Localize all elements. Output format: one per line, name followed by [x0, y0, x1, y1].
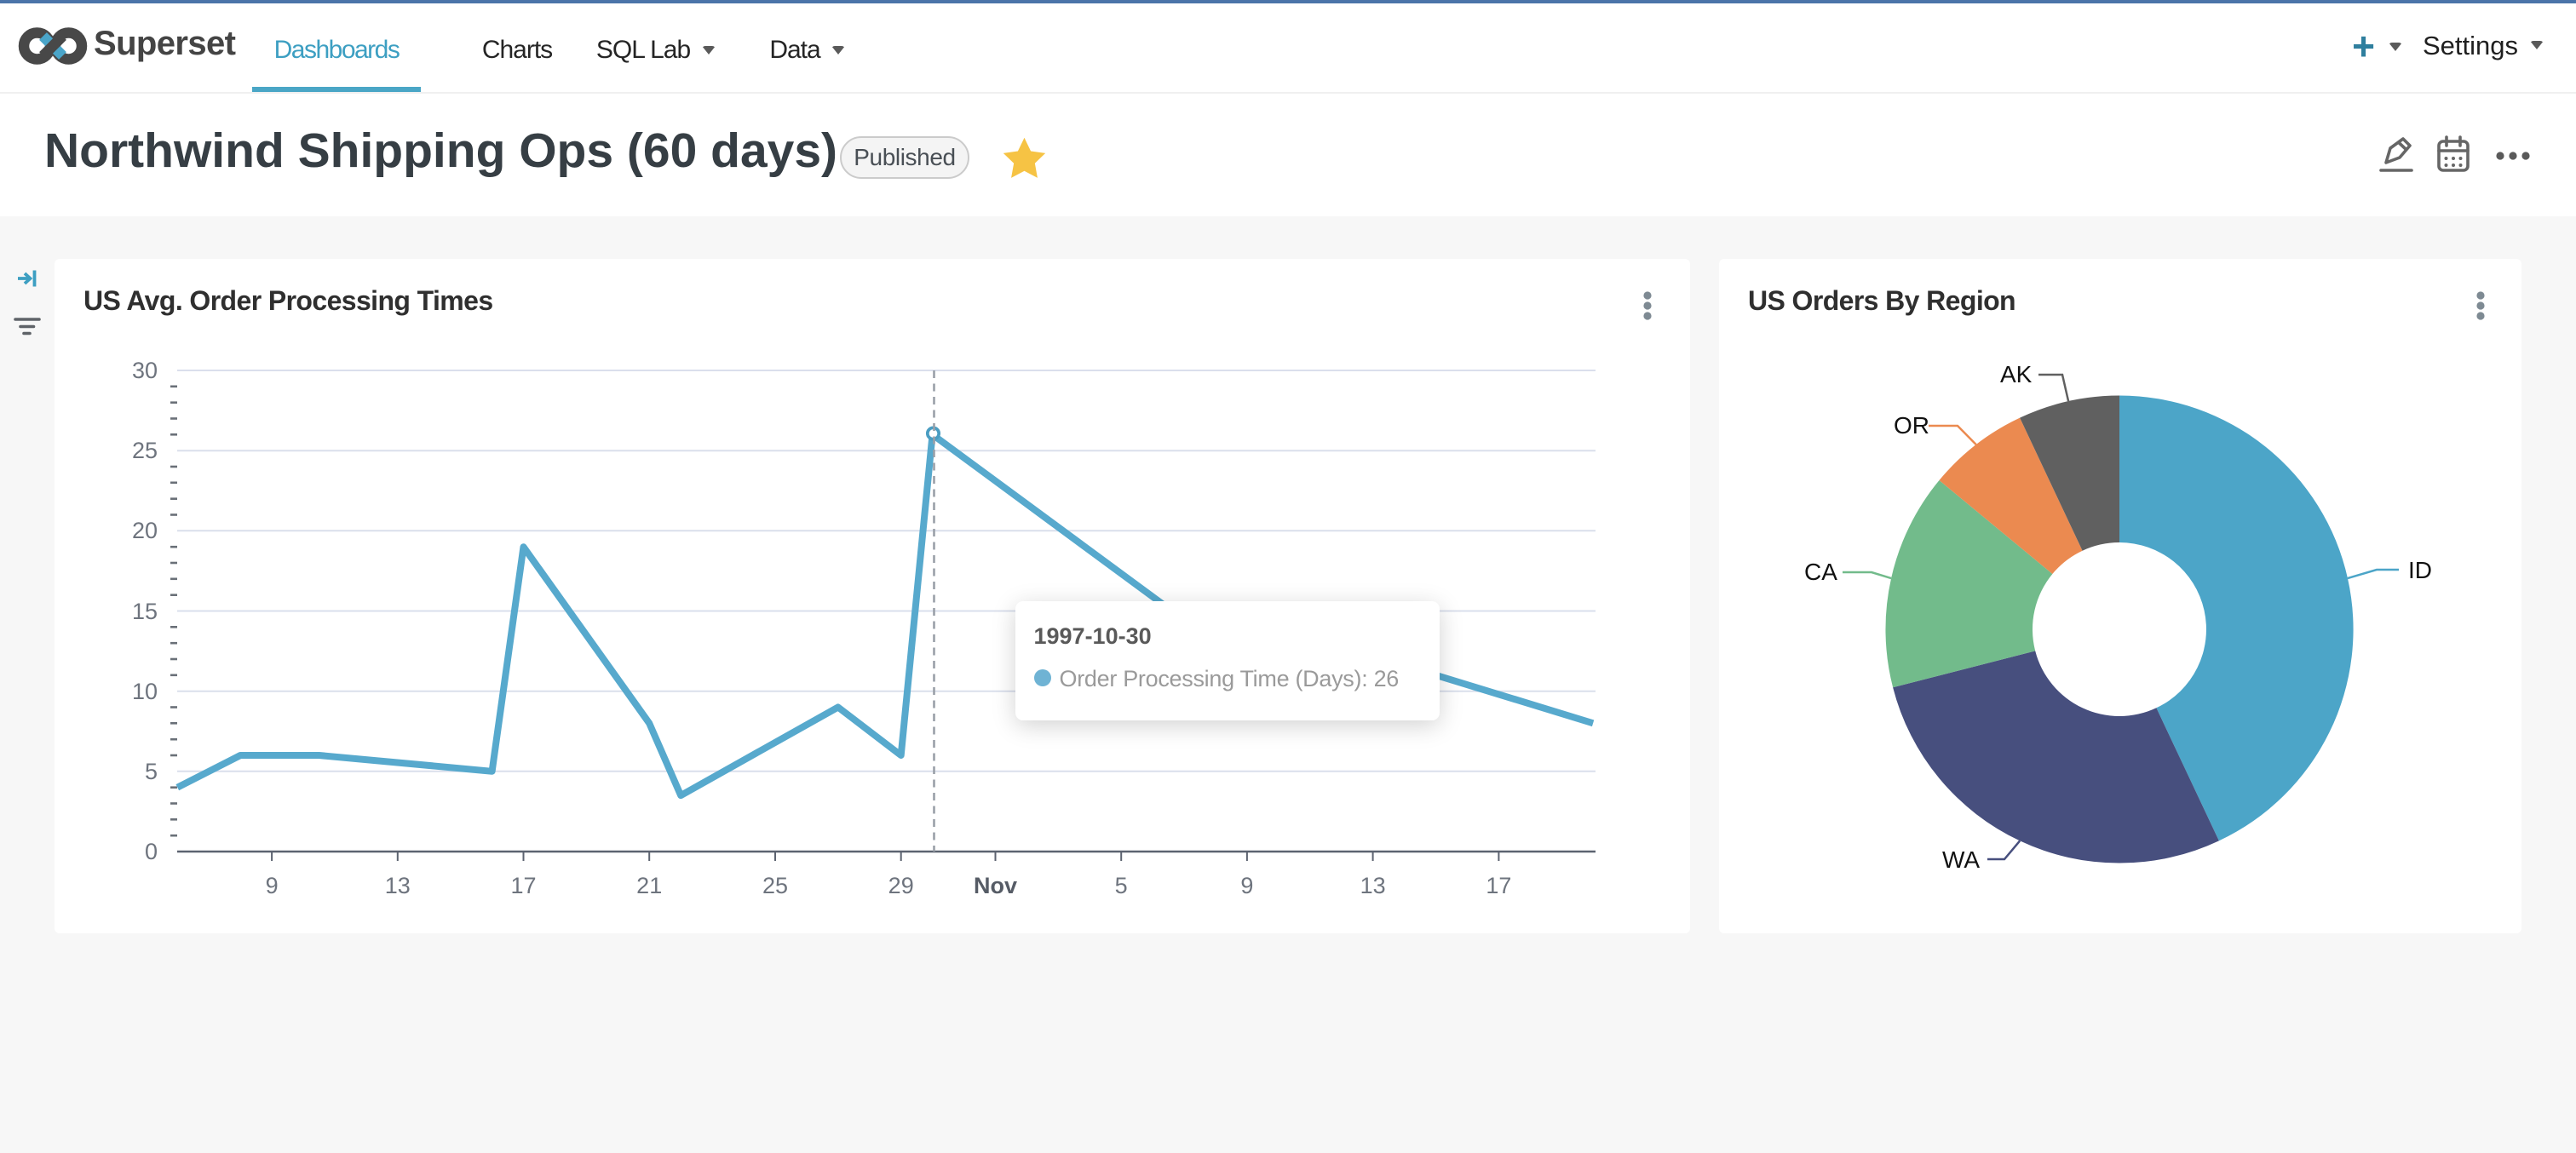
svg-text:9: 9	[265, 873, 278, 898]
svg-text:Nov: Nov	[973, 873, 1016, 898]
svg-text:CA: CA	[1803, 559, 1837, 585]
svg-text:17: 17	[1485, 873, 1510, 898]
svg-text:21: 21	[635, 873, 661, 898]
svg-text:10: 10	[131, 679, 157, 704]
svg-text:ID: ID	[2407, 557, 2431, 583]
svg-text:OR: OR	[1893, 412, 1929, 439]
svg-text:25: 25	[762, 873, 787, 898]
svg-text:5: 5	[144, 759, 157, 784]
svg-text:29: 29	[888, 873, 913, 898]
svg-text:WA: WA	[1941, 846, 1979, 873]
svg-text:9: 9	[1239, 873, 1252, 898]
svg-text:13: 13	[1360, 873, 1385, 898]
svg-text:25: 25	[131, 438, 157, 463]
svg-text:0: 0	[144, 839, 157, 864]
svg-text:15: 15	[131, 599, 157, 624]
svg-text:13: 13	[384, 873, 410, 898]
svg-text:20: 20	[131, 518, 157, 543]
svg-text:AK: AK	[1999, 361, 2032, 387]
svg-text:17: 17	[509, 873, 535, 898]
svg-text:5: 5	[1114, 873, 1127, 898]
svg-text:30: 30	[131, 358, 157, 383]
